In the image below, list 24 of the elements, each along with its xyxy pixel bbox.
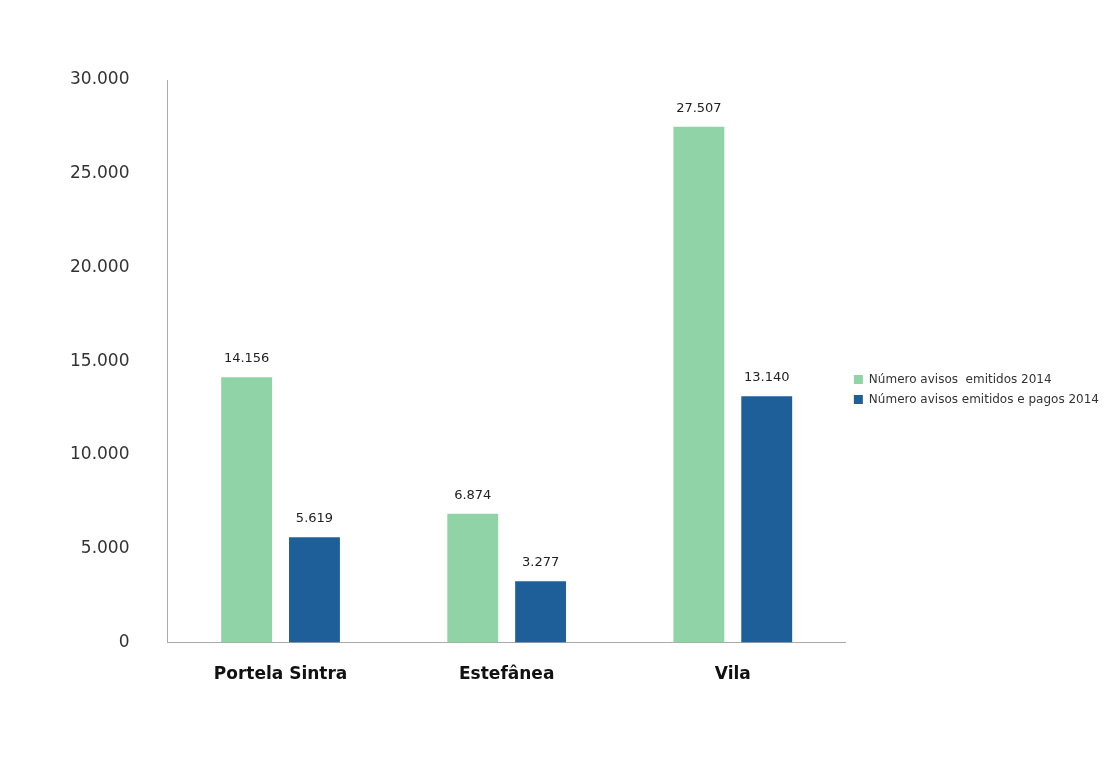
y-tick-label: 20.000	[70, 255, 130, 276]
y-tick-label: 25.000	[70, 162, 130, 183]
y-tick-label: 0	[118, 631, 130, 652]
legend-label: Número avisos emitidos e pagos 2014	[868, 391, 1100, 406]
data-label: 27.507	[676, 99, 722, 115]
x-tick-label: Estefânea	[459, 663, 555, 684]
x-tick-label: Vila	[714, 663, 751, 684]
y-tick-label: 15.000	[70, 349, 130, 370]
data-label: 5.619	[295, 510, 334, 526]
bar	[289, 537, 340, 643]
bar	[673, 126, 725, 643]
data-label: 14.156	[223, 350, 270, 365]
data-label: 13.140	[743, 369, 790, 385]
bar	[741, 396, 793, 643]
x-tick-label: Portela Sintra	[213, 663, 348, 684]
y-tick-label: 30.000	[70, 68, 130, 89]
bar	[447, 513, 499, 643]
data-label: 3.277	[521, 554, 560, 570]
y-tick-label: 10.000	[70, 443, 130, 464]
bar	[221, 377, 273, 643]
data-label: 6.874	[454, 486, 492, 502]
bar	[515, 581, 567, 643]
y-tick-label: 5.000	[80, 537, 130, 558]
legend-label: Número avisos emitidos 2014	[868, 371, 1052, 386]
